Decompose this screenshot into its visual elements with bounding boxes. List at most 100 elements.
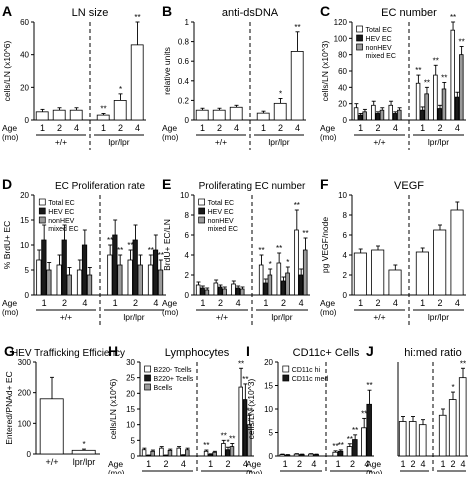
age-unit-label: (mo) xyxy=(108,469,125,474)
significance-mark: * xyxy=(226,438,229,447)
age-unit-label: (mo) xyxy=(2,308,19,317)
y-tick-label: 20 xyxy=(20,83,29,92)
significance-mark: * xyxy=(286,258,289,267)
bar xyxy=(280,280,286,296)
legend-label: HEV EC xyxy=(48,209,74,216)
bar xyxy=(375,113,380,121)
y-tick-label: 0.4 xyxy=(178,77,190,86)
panel-a: A LN size 0 20 40 60 cells/LN (x10^6) 1 2 4 1 2 4 Age… xyxy=(2,3,146,150)
panel-title: EC Proliferation rate xyxy=(55,181,145,192)
significance-mark: * xyxy=(82,440,85,449)
bar xyxy=(448,399,457,457)
significance-mark: ** xyxy=(221,431,227,440)
x-tick-label: 1 xyxy=(113,298,118,308)
significance-mark: ** xyxy=(441,73,447,82)
bar xyxy=(200,287,205,296)
y-tick-label: 0 xyxy=(27,450,32,459)
legend-label: mixed EC xyxy=(48,226,78,233)
legend-label: B220+ Tcells xyxy=(154,376,194,383)
legend-swatch xyxy=(356,34,363,42)
x-tick-label: 4 xyxy=(135,123,140,133)
bar xyxy=(294,229,299,296)
legend-swatch xyxy=(198,207,205,215)
y-tick-label: 4 xyxy=(185,251,190,260)
legend-label: Total EC xyxy=(366,27,392,34)
bar xyxy=(284,454,291,457)
bar xyxy=(213,282,219,296)
y-tick-label: 100 xyxy=(334,34,348,43)
bar xyxy=(454,96,460,121)
x-tick-label: 2 xyxy=(437,298,442,308)
y-tick-label: 25 xyxy=(126,374,135,383)
x-tick-label: 1 xyxy=(101,123,106,133)
x-tick-label: 2 xyxy=(118,123,123,133)
bar xyxy=(112,234,118,296)
bar xyxy=(299,454,305,457)
y-axis-label: Entered/PNAd+ EC xyxy=(4,371,14,444)
x-tick-label: 2 xyxy=(450,459,455,469)
significance-mark: ** xyxy=(158,251,164,260)
x-tick-label: 1 xyxy=(440,459,445,469)
panel-title: hi:med ratio xyxy=(404,347,461,359)
bar xyxy=(212,451,217,457)
bar xyxy=(415,82,421,121)
bar xyxy=(127,259,133,296)
bar xyxy=(353,107,359,121)
age-label: Age xyxy=(2,298,17,308)
bar xyxy=(302,249,308,296)
y-tick-label: 2 xyxy=(185,271,190,280)
y-tick-label: 10 xyxy=(180,191,189,200)
panel-letter: D xyxy=(2,176,12,192)
bar xyxy=(273,102,287,121)
bar xyxy=(36,259,42,296)
significance-mark: ** xyxy=(203,441,209,450)
x-tick-label: 1 xyxy=(336,459,341,469)
y-tick-label: 4 xyxy=(343,251,348,260)
bar xyxy=(130,44,144,121)
significance-mark: ** xyxy=(238,359,244,368)
y-tick-label: 6 xyxy=(185,231,190,240)
panel-letter: C xyxy=(320,3,330,19)
bar xyxy=(397,109,402,121)
bar xyxy=(86,274,93,296)
x-tick-label: 4 xyxy=(420,459,425,469)
legend-label: Bcells xyxy=(154,385,173,392)
bar xyxy=(276,262,282,296)
bar xyxy=(362,111,367,121)
bar xyxy=(137,264,143,296)
significance-mark: ** xyxy=(229,434,235,443)
bar xyxy=(203,450,209,457)
x-tick-label: 4 xyxy=(295,123,300,133)
x-tick-label: 1 xyxy=(146,459,151,469)
bar xyxy=(61,239,67,296)
significance-mark: ** xyxy=(352,426,358,435)
significance-mark: ** xyxy=(246,406,252,415)
bar xyxy=(353,252,367,296)
age-label: Age xyxy=(108,459,123,469)
x-tick-label: 2 xyxy=(133,298,138,308)
bar xyxy=(167,449,173,457)
age-label: Age xyxy=(320,123,335,133)
y-tick-label: 15 xyxy=(264,382,273,391)
panel-title: EC number xyxy=(381,7,437,19)
bar xyxy=(239,288,245,296)
bar xyxy=(52,109,66,121)
bar xyxy=(290,51,304,121)
bar xyxy=(66,274,72,296)
age-unit-label: (mo) xyxy=(2,133,19,142)
bar xyxy=(238,386,243,457)
bar xyxy=(450,29,455,121)
x-tick-label: 2 xyxy=(375,123,380,133)
bar xyxy=(293,453,300,457)
significance-mark: * xyxy=(119,85,122,94)
y-tick-label: 120 xyxy=(334,18,348,27)
y-axis-label: cells/LN (x10^6) xyxy=(2,40,12,101)
x-tick-label: 1 xyxy=(420,123,425,133)
y-tick-label: 10 xyxy=(20,241,29,250)
bar xyxy=(132,239,138,296)
legend-swatch xyxy=(144,374,151,382)
x-tick-label: 4 xyxy=(393,298,398,308)
bar xyxy=(258,264,264,296)
age-unit-label: (mo) xyxy=(366,469,383,474)
